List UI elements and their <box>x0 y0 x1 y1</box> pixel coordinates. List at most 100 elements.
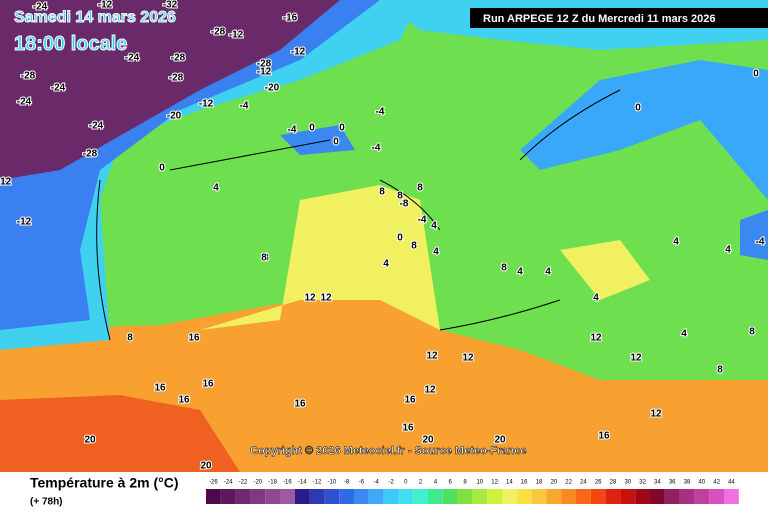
run-box <box>470 8 768 28</box>
temperature-label: 16 <box>202 379 214 390</box>
scale-swatch <box>694 489 710 504</box>
scale-swatch <box>457 489 473 504</box>
temperature-label: 8 <box>379 187 385 198</box>
scale-label: 44 <box>728 480 735 486</box>
temperature-label: -28 <box>171 53 186 64</box>
scale-label: 4 <box>434 480 438 486</box>
temperature-label: 0 <box>339 123 345 134</box>
temperature-label: -8 <box>400 199 409 210</box>
temperature-label: -24 <box>125 53 140 64</box>
scale-label: -10 <box>327 480 336 486</box>
scale-swatch <box>413 489 428 504</box>
scale-swatch <box>309 489 325 504</box>
temperature-label: 8 <box>411 241 417 252</box>
scale-label: 12 <box>491 480 498 486</box>
scale-swatch <box>428 489 443 504</box>
scale-swatch <box>398 489 414 504</box>
temperature-label: 16 <box>294 399 306 410</box>
scale-swatch <box>280 489 295 504</box>
scale-swatch <box>235 489 251 504</box>
scale-label: -2 <box>388 480 394 486</box>
scale-label: -16 <box>283 480 292 486</box>
scale-swatch <box>516 489 532 504</box>
scale-label: 0 <box>404 480 408 486</box>
temperature-label: -16 <box>283 13 298 24</box>
temperature-label: -12 <box>0 177 12 188</box>
forecast-time: 18:00 locale <box>14 33 127 55</box>
temperature-label: 0 <box>309 123 315 134</box>
temperature-label: 8 <box>261 253 267 264</box>
temperature-label: 4 <box>383 259 389 270</box>
temperature-label: -12 <box>291 47 306 58</box>
temperature-label: -12 <box>257 67 272 78</box>
scale-swatch <box>368 489 384 504</box>
temperature-label: -24 <box>89 121 104 132</box>
scale-swatch <box>265 489 280 504</box>
scale-label: -6 <box>359 480 365 486</box>
scale-swatch <box>546 489 562 504</box>
temperature-label: -24 <box>51 83 66 94</box>
temperature-label: 0 <box>635 103 641 114</box>
temperature-label: 16 <box>404 395 416 406</box>
scale-swatch <box>354 489 369 504</box>
scale-label: 36 <box>669 480 676 486</box>
temperature-label: 4 <box>433 247 439 258</box>
temperature-label: 20 <box>200 461 212 472</box>
scale-label: 16 <box>521 480 528 486</box>
scale-label: -24 <box>224 480 233 486</box>
temperature-label: -12 <box>199 99 214 110</box>
scale-label: 18 <box>536 480 543 486</box>
scale-label: 2 <box>419 480 423 486</box>
temperature-label: 16 <box>154 383 166 394</box>
scale-swatch <box>620 489 636 504</box>
temperature-label: 4 <box>431 221 437 232</box>
color-scale: -26 -24 -22 -20 -18 -16 -14 -12 -10 -8 -6 -4 -2 0 2 4 6 8… <box>206 480 739 504</box>
scale-swatch <box>442 489 458 504</box>
temperature-label: 8 <box>417 183 423 194</box>
temperature-label: -4 <box>756 237 765 248</box>
scale-swatch <box>635 489 650 504</box>
temperature-label: 16 <box>188 333 200 344</box>
temperature-label: -4 <box>288 125 297 136</box>
scale-swatch <box>220 489 236 504</box>
scale-label: 14 <box>506 480 513 486</box>
scale-swatch <box>724 489 739 504</box>
temperature-label: -28 <box>211 27 226 38</box>
scale-swatch <box>324 489 340 504</box>
scale-label: 26 <box>595 480 602 486</box>
temperature-label: 4 <box>673 237 679 248</box>
scale-label: 24 <box>580 480 587 486</box>
temperature-label: 12 <box>426 351 438 362</box>
scale-label: -14 <box>298 480 307 486</box>
temperature-label: 20 <box>84 435 96 446</box>
temperature-label: 8 <box>749 327 755 338</box>
temperature-labels: -24-12-32-28-16-24-28-28-24-28-12-20-24-… <box>0 0 766 473</box>
scale-swatch <box>561 489 576 504</box>
temperature-label: -28 <box>21 71 36 82</box>
temperature-label: 16 <box>598 431 610 442</box>
temperature-label: -24 <box>33 2 48 13</box>
scale-label: -26 <box>209 480 218 486</box>
temperature-label: 4 <box>517 267 523 278</box>
temperature-label: 4 <box>213 183 219 194</box>
temperature-label: -32 <box>163 0 178 11</box>
scale-swatch <box>605 489 621 504</box>
scale-swatch <box>502 489 517 504</box>
scale-swatch <box>531 489 547 504</box>
temperature-label: -4 <box>376 107 385 118</box>
scale-swatch <box>339 489 354 504</box>
scale-swatch <box>487 489 502 504</box>
temperature-label: 20 <box>422 435 434 446</box>
scale-swatch <box>679 489 695 504</box>
legend-subtitle: (+ 78h) <box>30 497 63 508</box>
temperature-label: 12 <box>320 293 332 304</box>
temperature-label: -20 <box>167 111 182 122</box>
scale-swatch <box>590 489 606 504</box>
temperature-label: 4 <box>593 293 599 304</box>
scale-label: -22 <box>239 480 248 486</box>
temperature-label: -20 <box>265 83 280 94</box>
temperature-label: 4 <box>725 245 731 256</box>
temperature-label: -12 <box>98 0 113 11</box>
temperature-label: -4 <box>418 215 427 226</box>
